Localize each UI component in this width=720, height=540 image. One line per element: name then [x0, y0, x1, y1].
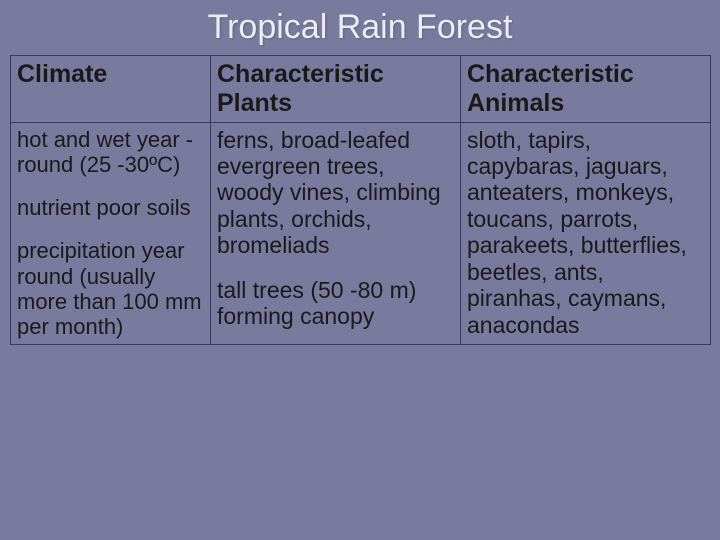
table-body-row: hot and wet year -round (25 -30ºC) nutri… [11, 122, 711, 344]
plants-item: ferns, broad-leafed evergreen trees, woo… [217, 127, 454, 259]
header-plants: Characteristic Plants [211, 56, 461, 123]
animals-item: sloth, tapirs, capybaras, jaguars, antea… [467, 127, 704, 339]
table-header-row: Climate Characteristic Plants Characteri… [11, 56, 711, 123]
biome-table: Climate Characteristic Plants Characteri… [10, 55, 711, 345]
header-climate: Climate [11, 56, 211, 123]
header-animals: Characteristic Animals [461, 56, 711, 123]
climate-item: nutrient poor soils [17, 195, 204, 220]
plants-item: tall trees (50 -80 m) forming canopy [217, 277, 454, 330]
slide-title: Tropical Rain Forest [10, 8, 710, 47]
cell-plants: ferns, broad-leafed evergreen trees, woo… [211, 122, 461, 344]
cell-animals: sloth, tapirs, capybaras, jaguars, antea… [461, 122, 711, 344]
slide: Tropical Rain Forest Climate Characteris… [0, 0, 720, 540]
cell-climate: hot and wet year -round (25 -30ºC) nutri… [11, 122, 211, 344]
climate-item: precipitation year round (usually more t… [17, 238, 204, 339]
climate-item: hot and wet year -round (25 -30ºC) [17, 127, 204, 178]
